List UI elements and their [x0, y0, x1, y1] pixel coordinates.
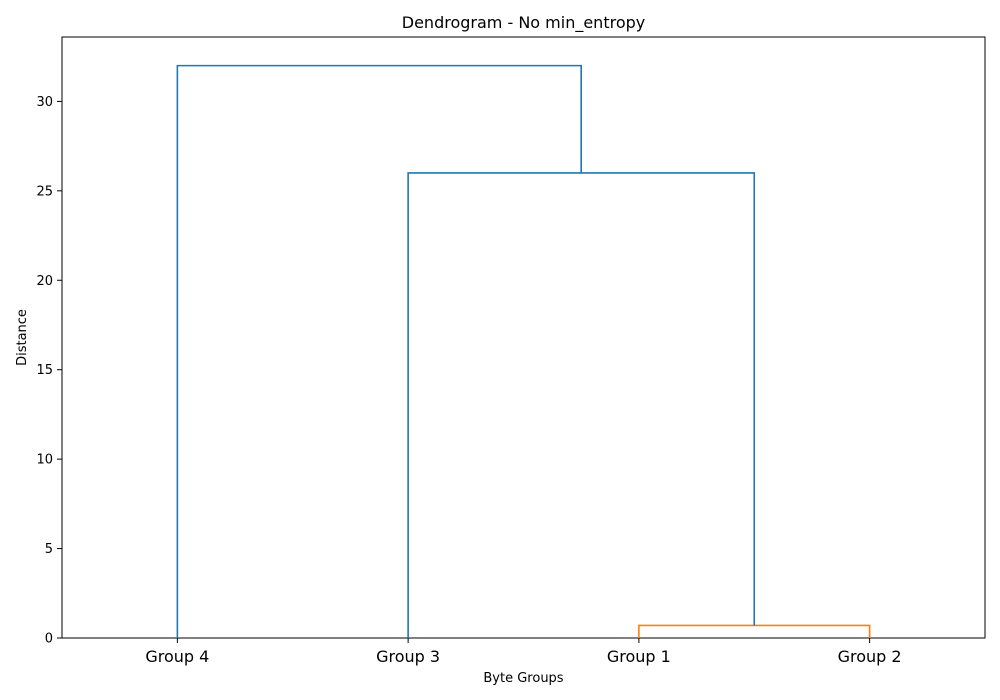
leaf-label: Group 1 — [607, 647, 671, 666]
leaf-label: Group 2 — [838, 647, 902, 666]
dendrogram-links — [176, 64, 871, 638]
y-tick-label: 5 — [45, 542, 53, 557]
x-axis-label: Byte Groups — [483, 671, 563, 686]
plot-area-frame — [61, 36, 986, 639]
y-axis-label: Distance — [15, 309, 30, 366]
y-axis-ticks: 0 5 10 15 20 25 30 — [36, 95, 62, 647]
x-axis-ticks: Group 4 Group 3 Group 1 Group 2 — [145, 638, 902, 666]
chart-title: Dendrogram - No min_entropy — [402, 13, 645, 33]
dendrogram-link-1 — [638, 624, 871, 638]
y-tick-label: 25 — [36, 184, 53, 199]
y-tick-label: 0 — [45, 632, 53, 647]
dendrogram-link-2 — [407, 172, 756, 638]
leaf-label: Group 4 — [145, 647, 209, 666]
leaf-label: Group 3 — [376, 647, 440, 666]
y-tick-label: 20 — [36, 274, 53, 289]
dendrogram-link-3 — [176, 64, 582, 638]
y-tick-label: 30 — [36, 95, 53, 110]
y-tick-label: 15 — [36, 363, 53, 378]
y-tick-label: 10 — [36, 453, 53, 468]
